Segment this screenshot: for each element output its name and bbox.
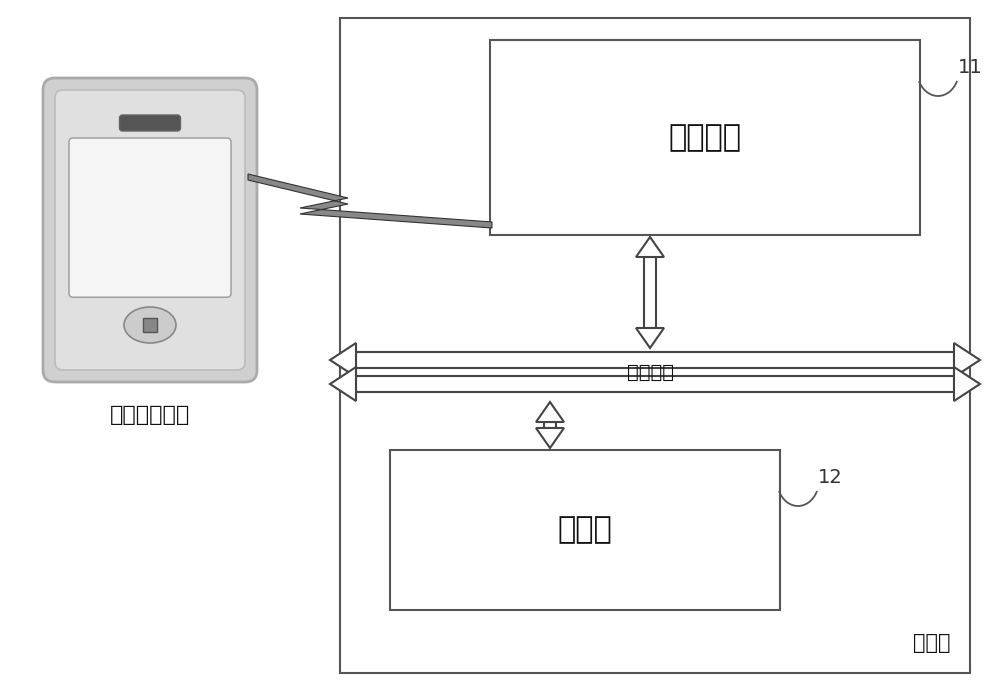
FancyBboxPatch shape [55,90,245,370]
Polygon shape [330,343,356,377]
Text: 处理器: 处理器 [558,515,612,545]
Polygon shape [356,377,954,392]
Polygon shape [954,343,980,377]
Text: 通信总线: 通信总线 [626,363,674,381]
Text: 移动通信终端: 移动通信终端 [110,405,190,425]
Polygon shape [644,257,656,328]
Polygon shape [536,428,564,448]
Polygon shape [636,328,664,348]
Ellipse shape [124,307,176,343]
Bar [340,18,970,673]
Text: 电子锁: 电子锁 [912,633,950,653]
Text: 11: 11 [958,58,983,77]
Bar [490,40,920,235]
Text: 12: 12 [818,468,843,487]
Polygon shape [636,237,664,257]
Polygon shape [248,174,492,228]
Text: 通信模组: 通信模组 [668,123,742,152]
FancyBboxPatch shape [120,115,180,131]
Polygon shape [356,352,954,368]
FancyBboxPatch shape [69,138,231,297]
Polygon shape [330,367,356,401]
Polygon shape [954,367,980,401]
Bar [390,450,780,610]
Polygon shape [536,402,564,422]
FancyBboxPatch shape [43,78,257,382]
FancyBboxPatch shape [143,318,157,332]
Polygon shape [544,422,556,428]
